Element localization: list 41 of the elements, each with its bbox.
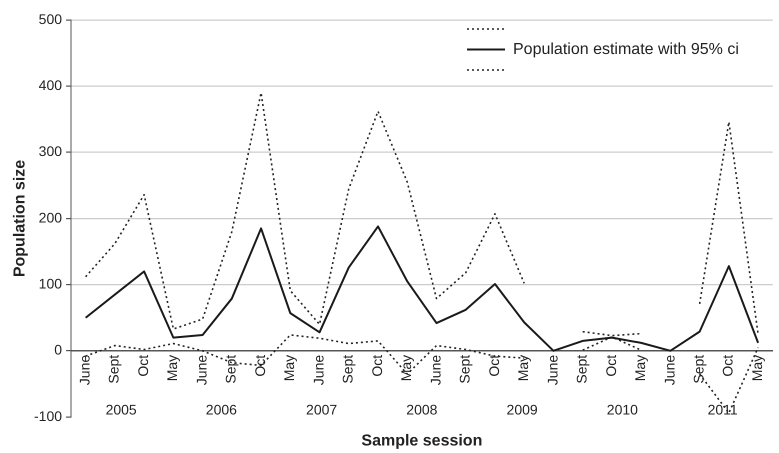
x-tick-label: Sept	[456, 354, 473, 384]
x-tick-label: May	[515, 354, 532, 382]
x-tick-label: June	[76, 354, 92, 386]
x-axis-title: Sample session	[361, 432, 482, 450]
x-tick-label: June	[310, 354, 326, 386]
annotation: 2009	[506, 402, 538, 418]
x-tick-label: Sept	[106, 354, 122, 384]
x-tick-label: June	[427, 354, 444, 386]
x-tick-label: May	[281, 354, 298, 382]
y-tick-label: 200	[38, 209, 62, 226]
x-tick-label: Oct	[134, 354, 151, 377]
x-tick-label: Sept	[690, 354, 706, 384]
x-tick-label: May	[398, 354, 414, 382]
x-tick-label: Oct	[720, 354, 736, 377]
x-tick-label: Oct	[252, 354, 268, 377]
x-tick-label: June	[544, 354, 560, 386]
y-tick-label: 100	[38, 276, 62, 292]
x-tick-label: Oct	[602, 354, 619, 377]
x-tick-label: Oct	[486, 354, 502, 377]
x-tick-label: Oct	[368, 354, 385, 377]
annotation: 2008	[406, 402, 438, 418]
x-tick-label: Sept	[340, 354, 356, 384]
y-tick-label: 300	[38, 143, 62, 160]
y-tick-label: 500	[38, 10, 62, 27]
x-tick-label: May	[632, 354, 648, 382]
y-tick-label: 400	[38, 77, 62, 94]
annotation: 2007	[306, 402, 338, 418]
annotation: 2005	[106, 402, 137, 418]
y-tick-label: -100	[34, 408, 62, 424]
legend-label: Population estimate with 95% ci	[513, 40, 739, 58]
x-tick-label: Sept	[574, 354, 590, 384]
y-tick-label: 0	[54, 342, 62, 358]
annotation: 2010	[606, 402, 638, 418]
y-axis-title: Population size	[11, 160, 28, 278]
x-tick-label: June	[193, 354, 210, 386]
x-tick-label: June	[661, 354, 678, 386]
x-tick-label: May	[748, 354, 765, 382]
annotation: 2011	[708, 402, 738, 418]
x-tick-label: Sept	[222, 354, 239, 384]
x-tick-label: May	[164, 354, 180, 382]
annotation: 2006	[206, 402, 238, 418]
